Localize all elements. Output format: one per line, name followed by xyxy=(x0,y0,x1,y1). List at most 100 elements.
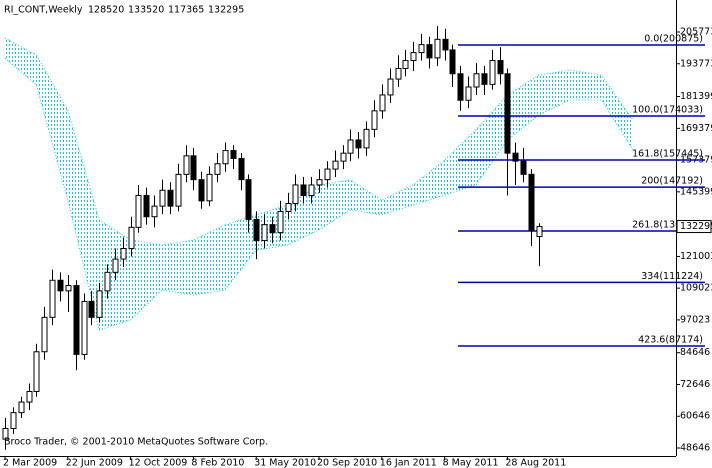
candle-body xyxy=(512,152,519,162)
candle-body xyxy=(10,412,17,430)
y-tick-label: 169379 xyxy=(680,123,712,134)
candle-body xyxy=(41,316,48,353)
candle-body xyxy=(504,73,511,154)
candle-body xyxy=(536,226,543,238)
candle-body xyxy=(230,150,237,159)
last-high: 133520 xyxy=(128,5,164,16)
candle-body xyxy=(159,189,166,207)
candle-body xyxy=(73,285,80,355)
last-close: 132295 xyxy=(208,5,244,16)
candle-body xyxy=(57,279,64,292)
y-tick-label: 181399 xyxy=(680,91,712,102)
candle-body xyxy=(120,247,127,260)
candle-body xyxy=(135,195,142,228)
candle-body xyxy=(442,38,449,51)
last-open: 128520 xyxy=(88,5,124,16)
candle-body xyxy=(371,110,378,130)
candle-body xyxy=(332,160,339,170)
price-marker-box xyxy=(676,220,712,234)
y-tick-label: 84646 xyxy=(680,347,710,358)
fib-label: 200(147192) xyxy=(641,176,703,187)
x-tick-label: 22 Jun 2009 xyxy=(66,458,123,468)
candle-body xyxy=(402,60,409,69)
candle-body xyxy=(151,205,158,218)
y-tick-label: 48646 xyxy=(680,442,710,453)
candle-body xyxy=(363,128,370,149)
copyright: Broco Trader, © 2001-2010 MetaQuotes Sof… xyxy=(4,437,268,448)
candle-body xyxy=(340,152,347,162)
candle-body xyxy=(434,38,441,59)
candle-body xyxy=(206,173,213,202)
candle-body xyxy=(65,285,72,292)
candle-body xyxy=(18,401,25,414)
candle-body xyxy=(324,168,331,181)
candle-body xyxy=(112,258,119,273)
candle-body xyxy=(277,210,284,234)
candle-body xyxy=(292,184,299,204)
y-tick-label: 145399 xyxy=(680,186,712,197)
x-tick-label: 8 Feb 2010 xyxy=(191,458,244,468)
candle-body xyxy=(347,139,354,154)
candle-body xyxy=(183,155,190,175)
fib-label: 261.8(130604) xyxy=(632,220,703,231)
candle-body xyxy=(355,139,362,149)
candle-body xyxy=(497,60,504,75)
candle-body xyxy=(190,155,197,181)
fib-label: 0.0(200875) xyxy=(644,33,703,44)
candle-body xyxy=(285,202,292,212)
candle-body xyxy=(167,189,174,207)
candle-body xyxy=(96,290,103,318)
candle-body xyxy=(175,173,182,207)
candle-body xyxy=(253,218,260,242)
candle-body xyxy=(473,73,480,88)
candle-body xyxy=(316,179,323,186)
candle-body xyxy=(2,428,9,440)
candle-body xyxy=(26,390,33,403)
candle-body xyxy=(465,86,472,101)
fib-label: 100.0(174033) xyxy=(632,105,703,116)
candle-body xyxy=(418,44,425,54)
cloud-upper xyxy=(4,37,634,246)
fib-label: 334(111224) xyxy=(641,271,703,282)
candle-body xyxy=(104,271,111,292)
cloud-lower xyxy=(4,57,634,331)
candle-body xyxy=(245,179,252,220)
candle-body xyxy=(457,73,464,101)
candle-body xyxy=(261,224,268,242)
candle-body xyxy=(308,184,315,197)
candle-body xyxy=(128,226,135,249)
y-tick-label: 97023 xyxy=(680,314,710,325)
candle-body xyxy=(269,224,276,234)
candle-body xyxy=(33,351,40,392)
y-tick-label: 121003 xyxy=(680,251,712,262)
candle-body xyxy=(49,279,56,318)
cloud-area xyxy=(5,38,633,331)
fib-label: 423.6(87174) xyxy=(638,334,703,345)
y-tick-label: 193773 xyxy=(680,58,712,69)
candle-body xyxy=(449,49,456,75)
x-tick-label: 12 Oct 2009 xyxy=(129,458,188,468)
x-tick-label: 31 May 2010 xyxy=(254,458,316,468)
x-tick-label: 20 Sep 2010 xyxy=(317,458,377,468)
candle-body xyxy=(379,94,386,112)
x-tick-label: 28 Aug 2011 xyxy=(505,458,566,468)
candle-body xyxy=(81,300,88,355)
candle-body xyxy=(387,78,394,96)
candle-body xyxy=(143,195,150,218)
candle-body xyxy=(214,163,221,175)
candle-body xyxy=(222,150,229,165)
chart-title: RI_CONT,Weekly xyxy=(4,5,83,16)
candle-body xyxy=(198,179,205,202)
candle-body xyxy=(300,184,307,197)
y-tick-label: 72646 xyxy=(680,379,710,390)
fib-label: 161.8(157445) xyxy=(632,148,703,159)
y-tick-label: 205773 xyxy=(680,27,712,38)
candle-body xyxy=(88,300,95,318)
x-tick-label: 8 May 2011 xyxy=(443,458,499,468)
candle-body xyxy=(520,160,527,175)
candle-body xyxy=(528,173,535,231)
candle-body xyxy=(395,67,402,80)
candle-body xyxy=(481,73,488,85)
